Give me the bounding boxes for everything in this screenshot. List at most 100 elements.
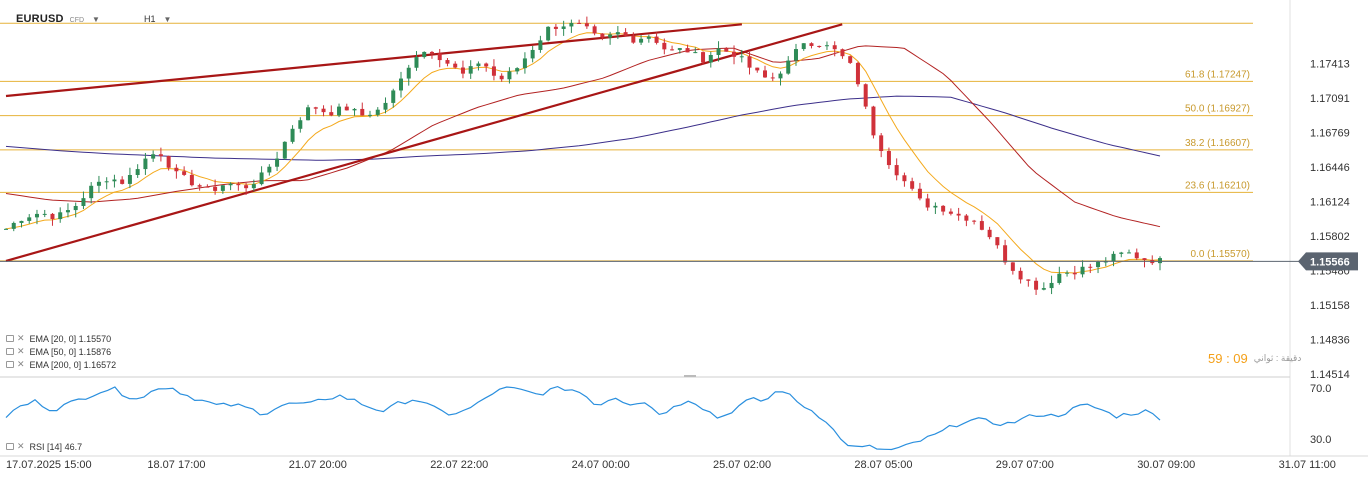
ema200-series-line [5, 95, 1161, 161]
candle-body [391, 90, 396, 103]
timeframe-selector[interactable]: H1 [143, 14, 156, 24]
candle-body [708, 54, 713, 63]
candle-countdown: 59 : 09 دقيقة : ثواني [1208, 351, 1301, 366]
candle-body [507, 71, 512, 80]
timeframe-dropdown-chevron-icon[interactable]: ▼ [163, 14, 172, 24]
trendline-1 [5, 23, 843, 262]
time-tick-label: 29.07 07:00 [996, 459, 1054, 471]
candle-body [770, 77, 775, 79]
remove-indicator-icon[interactable]: ✕ [17, 346, 25, 356]
candle-body [817, 45, 822, 47]
fib-label-61.8: 61.8 (1.17247) [1185, 69, 1250, 80]
time-tick-label: 24.07 00:00 [572, 459, 630, 471]
candle-body [546, 26, 551, 41]
candlesticks [4, 16, 1162, 295]
candle-body [422, 51, 427, 58]
candle-body [848, 56, 853, 63]
candle-body [793, 49, 798, 61]
candle-body [662, 42, 667, 50]
symbol-dropdown-chevron-icon[interactable]: ▼ [92, 14, 100, 24]
price-tick-label: 1.15158 [1310, 300, 1350, 312]
candle-body [429, 51, 434, 54]
candle-body [197, 185, 202, 187]
price-tick-label: 1.17091 [1310, 93, 1350, 105]
candle-body [484, 63, 489, 67]
candle-body [809, 43, 814, 46]
trendline-0 [5, 23, 742, 98]
remove-indicator-icon[interactable]: ✕ [17, 441, 25, 451]
candle-body [569, 22, 574, 27]
candle-body [654, 36, 659, 43]
candle-body [112, 179, 117, 182]
candle-body [1096, 261, 1101, 268]
rsi-panel: 70.0 30.0 [0, 375, 1331, 451]
candle-body [27, 217, 32, 221]
candle-body [863, 84, 868, 107]
candle-body [778, 73, 783, 79]
candle-body [1049, 282, 1054, 289]
time-tick-label: 30.07 09:00 [1137, 459, 1195, 471]
candle-body [1111, 253, 1116, 262]
symbol-name[interactable]: EURUSD [16, 13, 64, 25]
candle-body [763, 70, 768, 78]
indicator-settings-icon[interactable] [6, 361, 14, 368]
candle-body [135, 169, 140, 176]
time-tick-label: 31.07 11:00 [1279, 459, 1336, 471]
candle-body [166, 156, 171, 168]
legend-ema20[interactable]: ✕ EMA [20, 0] 1.15570 [6, 333, 111, 344]
trendlines[interactable] [5, 23, 843, 262]
legend-ema20-label: EMA [20, 0] 1.15570 [29, 333, 112, 344]
indicator-settings-icon[interactable] [6, 443, 14, 450]
candle-body [398, 78, 403, 91]
candle-body [127, 175, 132, 184]
candle-body [298, 120, 303, 129]
candle-body [205, 186, 210, 188]
candle-body [65, 210, 70, 213]
candle-body [917, 188, 922, 199]
candle-body [313, 107, 318, 109]
indicator-settings-icon[interactable] [6, 335, 14, 342]
candle-body [352, 108, 357, 111]
ema50-line [5, 45, 1161, 228]
legend-ema50[interactable]: ✕ EMA [50, 0] 1.15876 [6, 346, 111, 357]
candle-body [375, 109, 380, 115]
candle-body [871, 106, 876, 136]
price-tick-label: 1.16124 [1310, 197, 1350, 209]
candle-body [476, 63, 481, 67]
fibonacci-levels: 0.0 (1.15570) 23.6 (1.16210) 38.2 (1.16607… [0, 22, 1253, 262]
candle-body [383, 102, 388, 110]
candle-body [337, 106, 342, 116]
legend-ema200[interactable]: ✕ EMA [200, 0] 1.16572 [6, 359, 116, 370]
candle-body [1034, 280, 1039, 290]
candle-body [143, 158, 148, 170]
candle-body [1080, 266, 1085, 275]
candle-body [732, 51, 737, 57]
remove-indicator-icon[interactable]: ✕ [17, 333, 25, 343]
candle-body [615, 32, 620, 35]
rsi-tick-label: 30.0 [1310, 434, 1331, 446]
candle-body [306, 107, 311, 121]
legend-rsi[interactable]: ✕ RSI [14] 46.7 [6, 441, 82, 452]
candle-body [894, 165, 899, 176]
price-tick-label: 1.14514 [1310, 369, 1350, 381]
remove-indicator-icon[interactable]: ✕ [17, 359, 25, 369]
candle-body [956, 213, 961, 216]
candle-body [1158, 258, 1162, 264]
fib-label-23.6: 23.6 (1.16210) [1185, 180, 1250, 191]
indicator-settings-icon[interactable] [6, 348, 14, 355]
candle-body [755, 67, 760, 71]
candle-body [561, 26, 566, 29]
candle-body [329, 112, 334, 116]
candle-body [685, 48, 690, 53]
time-axis: 17.07.2025 15:00 18.07 17:00 21.07 20:00 22… [0, 455, 1368, 471]
candle-body [584, 23, 589, 27]
candle-body [1041, 288, 1046, 290]
legend-rsi-label: RSI [14] 46.7 [29, 441, 83, 452]
candle-body [414, 57, 419, 68]
ema200-line [5, 95, 1161, 161]
rsi-panel-resize-handle [684, 375, 696, 377]
candle-body [104, 181, 109, 183]
candle-body [189, 174, 194, 186]
candle-body [290, 128, 295, 142]
